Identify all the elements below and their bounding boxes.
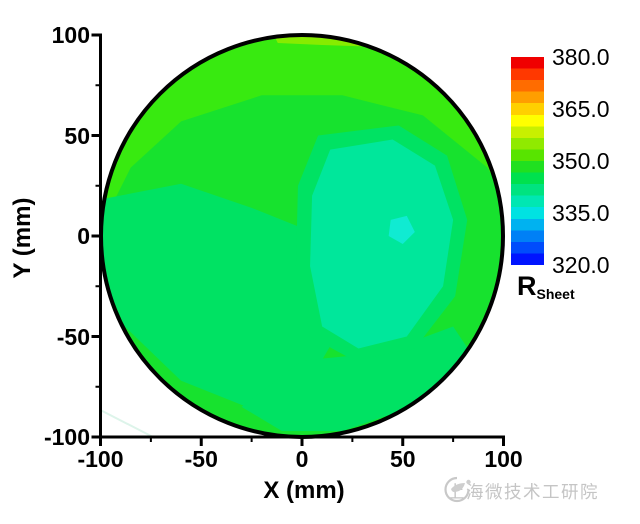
contour-region-local-minimum-spot (388, 215, 415, 245)
contour-region-bottom-band (241, 326, 474, 431)
colorbar-tick-label-335.0: 335.0 (552, 200, 610, 226)
y-tick-label-50: 50 (64, 122, 90, 149)
colorbar-tick-label-350.0: 350.0 (552, 148, 610, 174)
colorbar (511, 57, 544, 265)
x-tick-label-0: 0 (295, 446, 309, 472)
x-tick-label-100: 100 (484, 446, 523, 472)
colorbar-tick-label-320.0: 320.0 (552, 252, 610, 278)
colorbar-tick-label-380.0: 380.0 (552, 44, 610, 70)
x-tick-label--50: -50 (184, 446, 218, 472)
contour-region-center-right-low (310, 139, 454, 349)
y-tick-label-100: 100 (51, 22, 90, 48)
contour-region-left-lower-region (102, 183, 339, 409)
watermark: 上海微技术工研院 (441, 475, 599, 507)
x-axis-title: X (mm) (263, 477, 345, 504)
wafer-contour-regions (102, 36, 502, 436)
y-tick-label-0: 0 (77, 223, 90, 249)
watermark-logo-icon (444, 476, 471, 503)
watermark-text: 上海微技术工研院 (447, 481, 599, 502)
colorbar-title: RSheet (517, 271, 575, 302)
x-tick-label-50: 50 (389, 446, 416, 472)
colorbar-title-main: R (517, 271, 537, 301)
colorbar-title-sub: Sheet (536, 286, 575, 303)
x-tick-label--100: -100 (77, 446, 124, 472)
axes (91, 33, 505, 446)
y-tick-label--100: -100 (43, 424, 90, 450)
contour-region-top-edge-band (102, 36, 502, 208)
contour-artifact-line (99, 408, 156, 439)
colorbar-tick-label-365.0: 365.0 (552, 96, 610, 122)
y-tick-label--50: -50 (56, 323, 90, 350)
